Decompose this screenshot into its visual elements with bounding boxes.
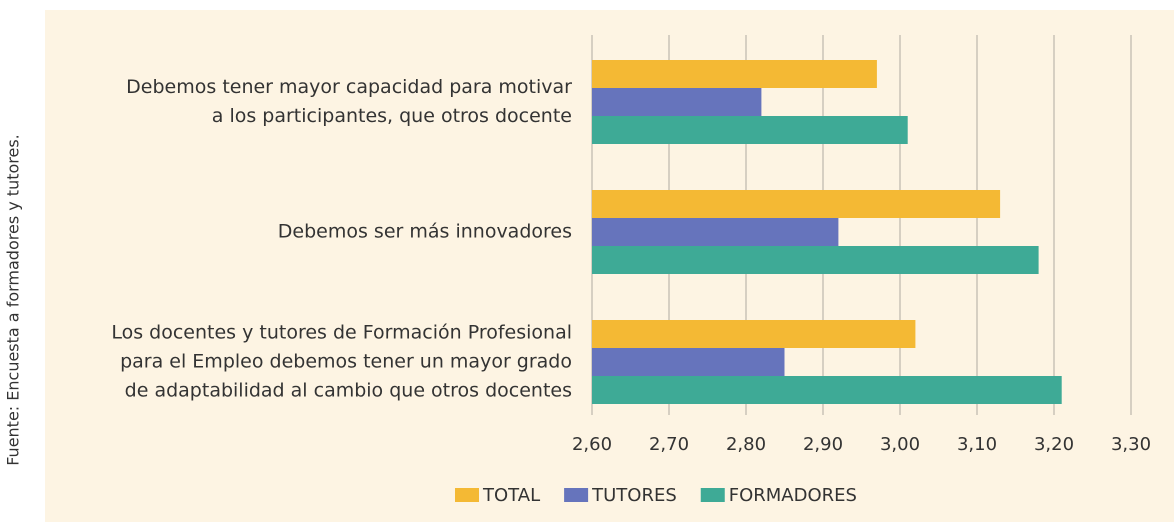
- y-category-label: Los docentes y tutores de Formación Prof…: [111, 322, 572, 344]
- y-category-label: para el Empleo debemos tener un mayor gr…: [120, 351, 572, 373]
- x-tick-label: 3,20: [1034, 434, 1074, 455]
- bar: [592, 348, 785, 376]
- legend-label: TOTAL: [482, 485, 540, 506]
- y-category-label: a los participantes, que otros docente: [212, 105, 572, 127]
- bar: [592, 190, 1001, 218]
- bar: [592, 88, 762, 116]
- legend-swatch: [700, 488, 725, 502]
- x-tick-label: 2,80: [726, 434, 766, 455]
- bar: [592, 218, 839, 246]
- bar: [592, 246, 1039, 274]
- x-tick-label: 3,10: [957, 434, 997, 455]
- y-category-label: Debemos ser más innovadores: [278, 221, 572, 243]
- legend-label: TUTORES: [591, 485, 677, 506]
- legend-swatch: [455, 488, 479, 502]
- bar: [592, 376, 1062, 404]
- x-tick-label: 2,90: [803, 434, 843, 455]
- x-tick-label: 3,30: [1111, 434, 1151, 455]
- legend-swatch: [564, 488, 589, 502]
- x-tick-label: 2,70: [649, 434, 689, 455]
- legend-label: FORMADORES: [729, 485, 857, 506]
- x-tick-label: 3,00: [880, 434, 920, 455]
- y-category-label: de adaptabilidad al cambio que otros doc…: [125, 380, 572, 402]
- bar: [592, 320, 916, 348]
- bar: [592, 60, 877, 88]
- bar: [592, 116, 908, 144]
- source-note: Fuente: Encuesta a formadores y tutores.: [4, 134, 23, 466]
- x-tick-label: 2,60: [572, 434, 612, 455]
- y-category-label: Debemos tener mayor capacidad para motiv…: [126, 76, 572, 98]
